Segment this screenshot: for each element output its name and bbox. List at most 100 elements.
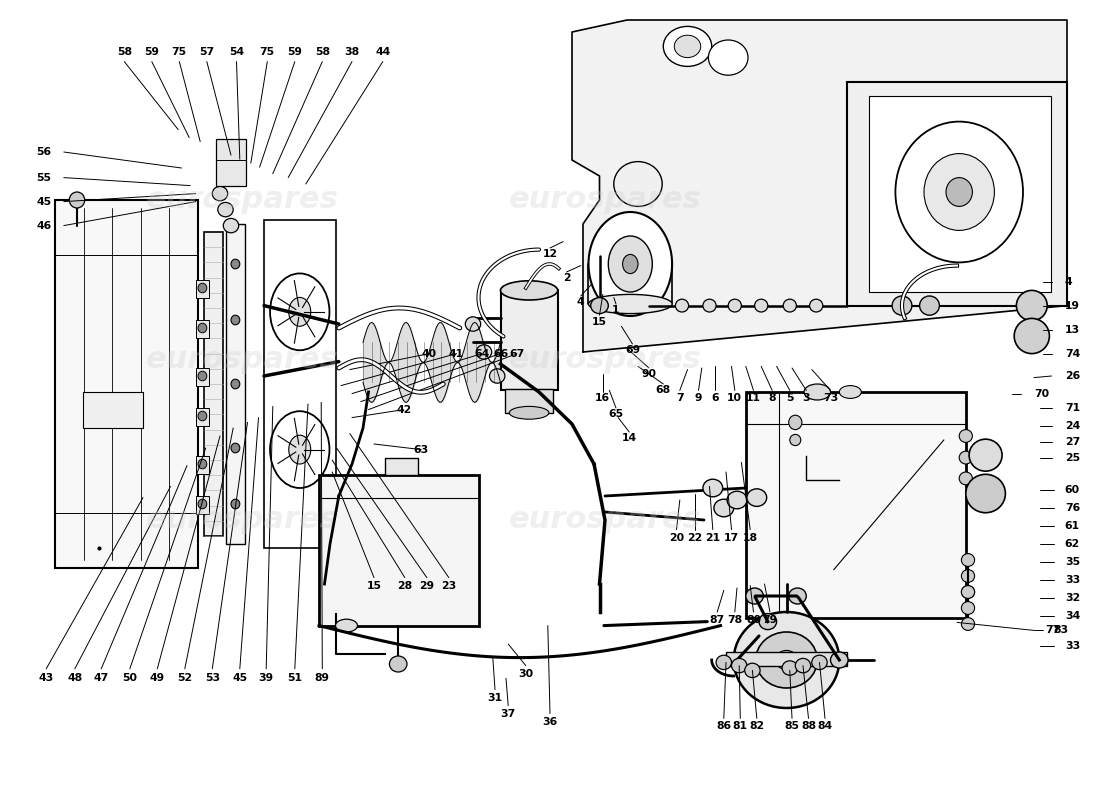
Bar	[264, 220, 336, 548]
Text: 73: 73	[823, 394, 838, 403]
Text: 64: 64	[474, 349, 490, 358]
Ellipse shape	[924, 154, 994, 230]
Text: 66: 66	[493, 349, 508, 358]
Ellipse shape	[961, 554, 975, 566]
Text: 61: 61	[1065, 522, 1080, 531]
Text: 25: 25	[1065, 453, 1080, 462]
Bar	[385, 458, 418, 475]
Text: 50: 50	[122, 674, 138, 683]
Ellipse shape	[223, 218, 239, 233]
Bar	[196, 496, 209, 514]
Ellipse shape	[198, 411, 207, 421]
Text: 63: 63	[414, 445, 429, 454]
Bar	[55, 200, 198, 568]
Text: 86: 86	[716, 722, 732, 731]
Text: 59: 59	[287, 47, 303, 57]
Text: 8: 8	[769, 394, 776, 403]
Ellipse shape	[198, 371, 207, 381]
Ellipse shape	[961, 570, 975, 582]
Ellipse shape	[703, 299, 716, 312]
Text: 22: 22	[688, 533, 703, 542]
Ellipse shape	[795, 658, 811, 673]
Ellipse shape	[920, 296, 939, 315]
Text: 26: 26	[1065, 371, 1080, 381]
Ellipse shape	[810, 299, 823, 312]
Ellipse shape	[839, 386, 861, 398]
Text: 55: 55	[36, 173, 52, 182]
Bar	[726, 652, 847, 666]
Text: 24: 24	[1065, 421, 1080, 430]
Ellipse shape	[288, 298, 310, 326]
Text: 58: 58	[315, 47, 330, 57]
Ellipse shape	[231, 259, 240, 269]
Ellipse shape	[961, 586, 975, 598]
Ellipse shape	[756, 632, 817, 688]
Text: 2: 2	[563, 274, 570, 283]
Text: 59: 59	[144, 47, 159, 57]
Text: 44: 44	[375, 47, 390, 57]
Text: 45: 45	[232, 674, 248, 683]
Text: eurospares: eurospares	[145, 346, 339, 374]
Text: 31: 31	[487, 693, 503, 702]
Text: 21: 21	[705, 533, 720, 542]
Text: 58: 58	[117, 47, 132, 57]
Text: eurospares: eurospares	[145, 186, 339, 214]
Ellipse shape	[476, 345, 492, 359]
Ellipse shape	[591, 298, 608, 314]
Ellipse shape	[716, 655, 732, 670]
Text: 70: 70	[1034, 389, 1049, 398]
Ellipse shape	[231, 499, 240, 509]
Ellipse shape	[961, 586, 975, 598]
Text: 83: 83	[1054, 626, 1069, 635]
Ellipse shape	[218, 202, 233, 217]
Ellipse shape	[734, 612, 839, 708]
Text: 33: 33	[1065, 575, 1080, 585]
Text: 35: 35	[1065, 557, 1080, 566]
Text: 10: 10	[727, 394, 742, 403]
Text: 13: 13	[1065, 325, 1080, 334]
Text: 11: 11	[746, 394, 761, 403]
Ellipse shape	[961, 602, 975, 614]
Text: 90: 90	[641, 370, 657, 379]
Text: 60: 60	[1065, 485, 1080, 494]
Text: 1: 1	[613, 306, 619, 315]
Text: 20: 20	[669, 533, 684, 542]
Text: 54: 54	[229, 47, 244, 57]
Ellipse shape	[783, 299, 796, 312]
Text: 74: 74	[1065, 349, 1080, 358]
Ellipse shape	[231, 443, 240, 453]
Text: eurospares: eurospares	[145, 506, 339, 534]
Bar	[216, 139, 246, 186]
Bar	[505, 389, 553, 413]
Text: 53: 53	[205, 674, 220, 683]
Text: 62: 62	[1065, 539, 1080, 549]
Ellipse shape	[789, 588, 806, 604]
Text: 42: 42	[396, 405, 411, 414]
Ellipse shape	[288, 435, 310, 464]
Text: 39: 39	[258, 674, 274, 683]
Ellipse shape	[270, 411, 329, 488]
Ellipse shape	[789, 415, 802, 430]
Ellipse shape	[1014, 318, 1049, 354]
Ellipse shape	[614, 162, 662, 206]
Ellipse shape	[509, 406, 549, 419]
Text: 82: 82	[749, 722, 764, 731]
Ellipse shape	[732, 658, 747, 673]
Text: 9: 9	[695, 394, 702, 403]
Bar	[847, 82, 1067, 306]
Text: 28: 28	[397, 581, 412, 590]
Text: 5: 5	[786, 394, 793, 403]
Ellipse shape	[746, 588, 763, 604]
Ellipse shape	[588, 294, 672, 314]
Text: 51: 51	[287, 674, 303, 683]
Bar	[82, 392, 143, 428]
Text: 19: 19	[1065, 301, 1080, 310]
Ellipse shape	[212, 186, 228, 201]
Text: 15: 15	[366, 581, 382, 590]
Bar	[226, 224, 245, 544]
Ellipse shape	[966, 474, 1005, 513]
Ellipse shape	[588, 212, 672, 316]
Ellipse shape	[892, 296, 912, 315]
Ellipse shape	[231, 315, 240, 325]
Text: 79: 79	[762, 615, 778, 625]
